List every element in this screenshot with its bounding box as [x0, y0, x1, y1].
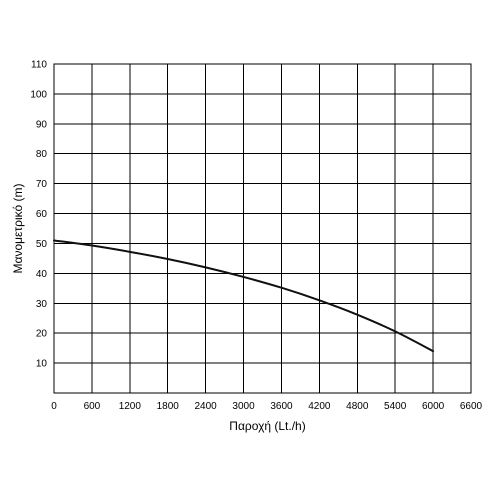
y-tick-label: 70 — [36, 179, 48, 190]
x-tick-label: 1200 — [119, 401, 142, 412]
x-tick-label: 6000 — [422, 401, 445, 412]
series-group — [53, 239, 435, 353]
x-tick-label: 5400 — [384, 401, 407, 412]
y-axis-title: Μανομετρικό (m) — [11, 184, 25, 274]
y-tick-label: 110 — [31, 60, 47, 71]
y-tick-labels: 10 20 30 40 50 60 70 80 90 100 110 — [30, 60, 47, 370]
x-tick-label: 4200 — [308, 401, 331, 412]
x-tick-label: 3000 — [232, 401, 255, 412]
y-tick-label: 40 — [36, 269, 48, 280]
grid — [53, 63, 472, 393]
x-tick-label: 2400 — [195, 401, 218, 412]
x-tick-label: 4800 — [346, 401, 369, 412]
y-tick-label: 50 — [36, 239, 48, 250]
series-line-0 — [53, 239, 435, 353]
x-axis-title: Παροχή (Lt./h) — [229, 419, 305, 433]
x-tick-labels: 0 600 1200 1800 2400 3000 3600 4200 4800 5400 6000… — [51, 401, 482, 412]
x-tick-label: 0 — [51, 401, 57, 412]
x-tick-label: 6600 — [460, 401, 483, 412]
y-tick-label: 80 — [36, 149, 48, 160]
x-tick-label: 1800 — [157, 401, 180, 412]
y-tick-label: 100 — [30, 89, 47, 100]
x-tick-label: 600 — [84, 401, 101, 412]
y-tick-label: 20 — [36, 329, 48, 340]
y-tick-label: 10 — [36, 359, 48, 370]
plot-frame — [53, 63, 472, 394]
y-tick-label: 30 — [36, 299, 48, 310]
x-tick-label: 3600 — [270, 401, 293, 412]
y-tick-label: 90 — [36, 119, 48, 130]
y-tick-label: 60 — [36, 209, 48, 220]
